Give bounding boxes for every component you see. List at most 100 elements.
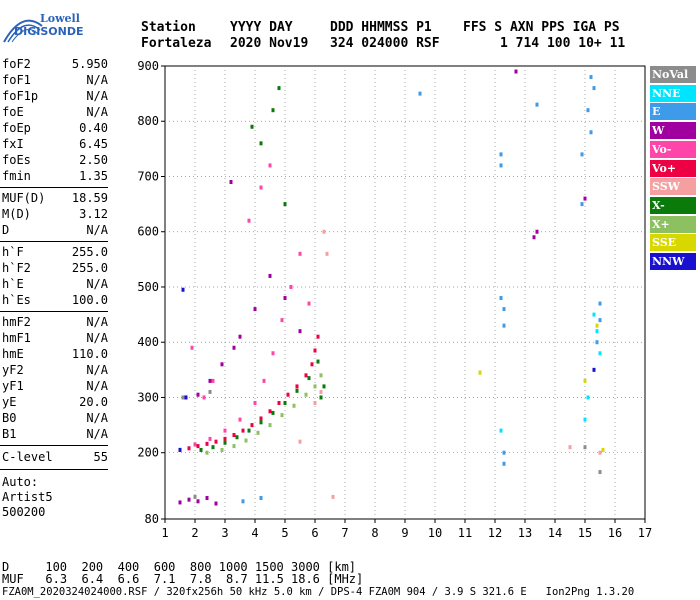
param-name: foEs <box>2 153 31 167</box>
param-name: hmE <box>2 347 24 361</box>
param-value: N/A <box>86 427 108 441</box>
data-point <box>583 378 587 383</box>
param-value: N/A <box>86 411 108 425</box>
x-tick-label: 17 <box>638 526 652 540</box>
param-name: h`F <box>2 245 24 259</box>
param-value: 2.50 <box>79 153 108 167</box>
y-tick-label: 200 <box>137 446 159 460</box>
data-point <box>229 180 233 185</box>
auto-line2: Artist5 <box>2 490 53 504</box>
data-point <box>241 499 245 504</box>
data-point <box>586 395 590 400</box>
data-point <box>580 152 584 157</box>
data-point <box>322 229 326 234</box>
y-tick-label: 800 <box>137 114 159 128</box>
param-name: D <box>2 223 10 237</box>
digisonde-logo <box>3 19 43 43</box>
param-value: 3.12 <box>79 207 108 221</box>
data-point <box>235 435 239 440</box>
data-point <box>583 445 587 450</box>
data-point <box>193 494 197 499</box>
param-name: hmF1 <box>2 331 31 345</box>
separator-line <box>0 187 108 188</box>
data-point <box>316 334 320 339</box>
param-value: N/A <box>86 73 108 87</box>
y-tick-label: 900 <box>137 59 159 73</box>
data-point <box>205 496 209 501</box>
x-tick-label: 9 <box>401 526 408 540</box>
param-value: N/A <box>86 105 108 119</box>
data-point <box>583 417 587 422</box>
data-point <box>331 494 335 499</box>
data-point <box>184 395 188 400</box>
data-point <box>568 445 572 450</box>
data-point <box>595 329 599 334</box>
data-point <box>283 400 287 405</box>
data-point <box>580 202 584 207</box>
plot-area <box>164 65 646 520</box>
data-point <box>202 395 206 400</box>
param-name: foE <box>2 105 24 119</box>
y-tick-label: 80 <box>145 512 159 526</box>
param-value: N/A <box>86 363 108 377</box>
data-point <box>499 163 503 168</box>
data-point <box>211 445 215 450</box>
data-point <box>592 367 596 372</box>
legend-item-w: W <box>650 122 696 140</box>
data-point <box>313 400 317 405</box>
data-point <box>304 373 308 378</box>
legend-item-noval: NoVal <box>650 66 696 83</box>
param-name: fxI <box>2 137 24 151</box>
muf-values: 6.3 6.4 6.6 7.1 7.8 8.7 11.5 18.6 [MHz] <box>45 572 364 586</box>
muf-row: MUF 6.3 6.4 6.6 7.1 7.8 8.7 11.5 18.6 [M… <box>2 572 363 586</box>
data-point <box>322 384 326 389</box>
data-point <box>271 108 275 113</box>
data-point <box>310 362 314 367</box>
data-point <box>208 389 212 394</box>
data-point <box>253 307 257 312</box>
data-point <box>277 400 281 405</box>
legend-item-ssw: SSW <box>650 178 696 196</box>
header-station-value: Fortaleza <box>141 36 212 51</box>
param-row: foEs 2.50 <box>2 153 108 169</box>
param-name: h`E <box>2 277 24 291</box>
header-time-label: DDD HHMMSS P1 <box>330 20 432 35</box>
data-point <box>298 329 302 334</box>
param-value: N/A <box>86 331 108 345</box>
auto-line1: Auto: <box>2 475 39 489</box>
data-point <box>238 334 242 339</box>
data-point <box>325 251 329 256</box>
header-config-value: 1 714 100 10+ 11 <box>500 36 626 51</box>
data-point <box>418 91 422 96</box>
param-row: foF1 N/A <box>2 73 108 89</box>
clevel-value: 55 <box>93 450 108 464</box>
data-point <box>259 185 263 190</box>
data-point <box>199 447 203 452</box>
param-row: h`F 255.0 <box>2 245 108 261</box>
data-point <box>598 351 602 356</box>
param-row: hmE 110.0 <box>2 347 108 363</box>
legend-item-sse: SSE <box>650 234 696 252</box>
data-point <box>247 218 251 223</box>
param-value: 20.0 <box>79 395 108 409</box>
param-row: B1 N/A <box>2 427 108 443</box>
data-point <box>307 376 311 381</box>
data-point <box>205 441 209 446</box>
data-point <box>499 152 503 157</box>
header-date-label: YYYY DAY <box>230 20 293 35</box>
data-point <box>268 409 272 414</box>
data-point <box>241 428 245 433</box>
data-point <box>232 345 236 350</box>
header-config-label: FFS S AXN PPS IGA PS <box>463 20 620 35</box>
data-point <box>532 235 536 240</box>
legend-item-voplus: Vo+ <box>650 159 696 177</box>
legend-item-nnw: NNW <box>650 253 696 270</box>
data-point <box>586 108 590 113</box>
data-point <box>259 141 263 146</box>
legend-item-vominus: Vo- <box>650 140 696 158</box>
param-row: B0 N/A <box>2 411 108 427</box>
data-point <box>211 378 215 383</box>
param-row: h`E N/A <box>2 277 108 293</box>
param-value: 18.59 <box>71 191 108 205</box>
data-point <box>592 312 596 317</box>
